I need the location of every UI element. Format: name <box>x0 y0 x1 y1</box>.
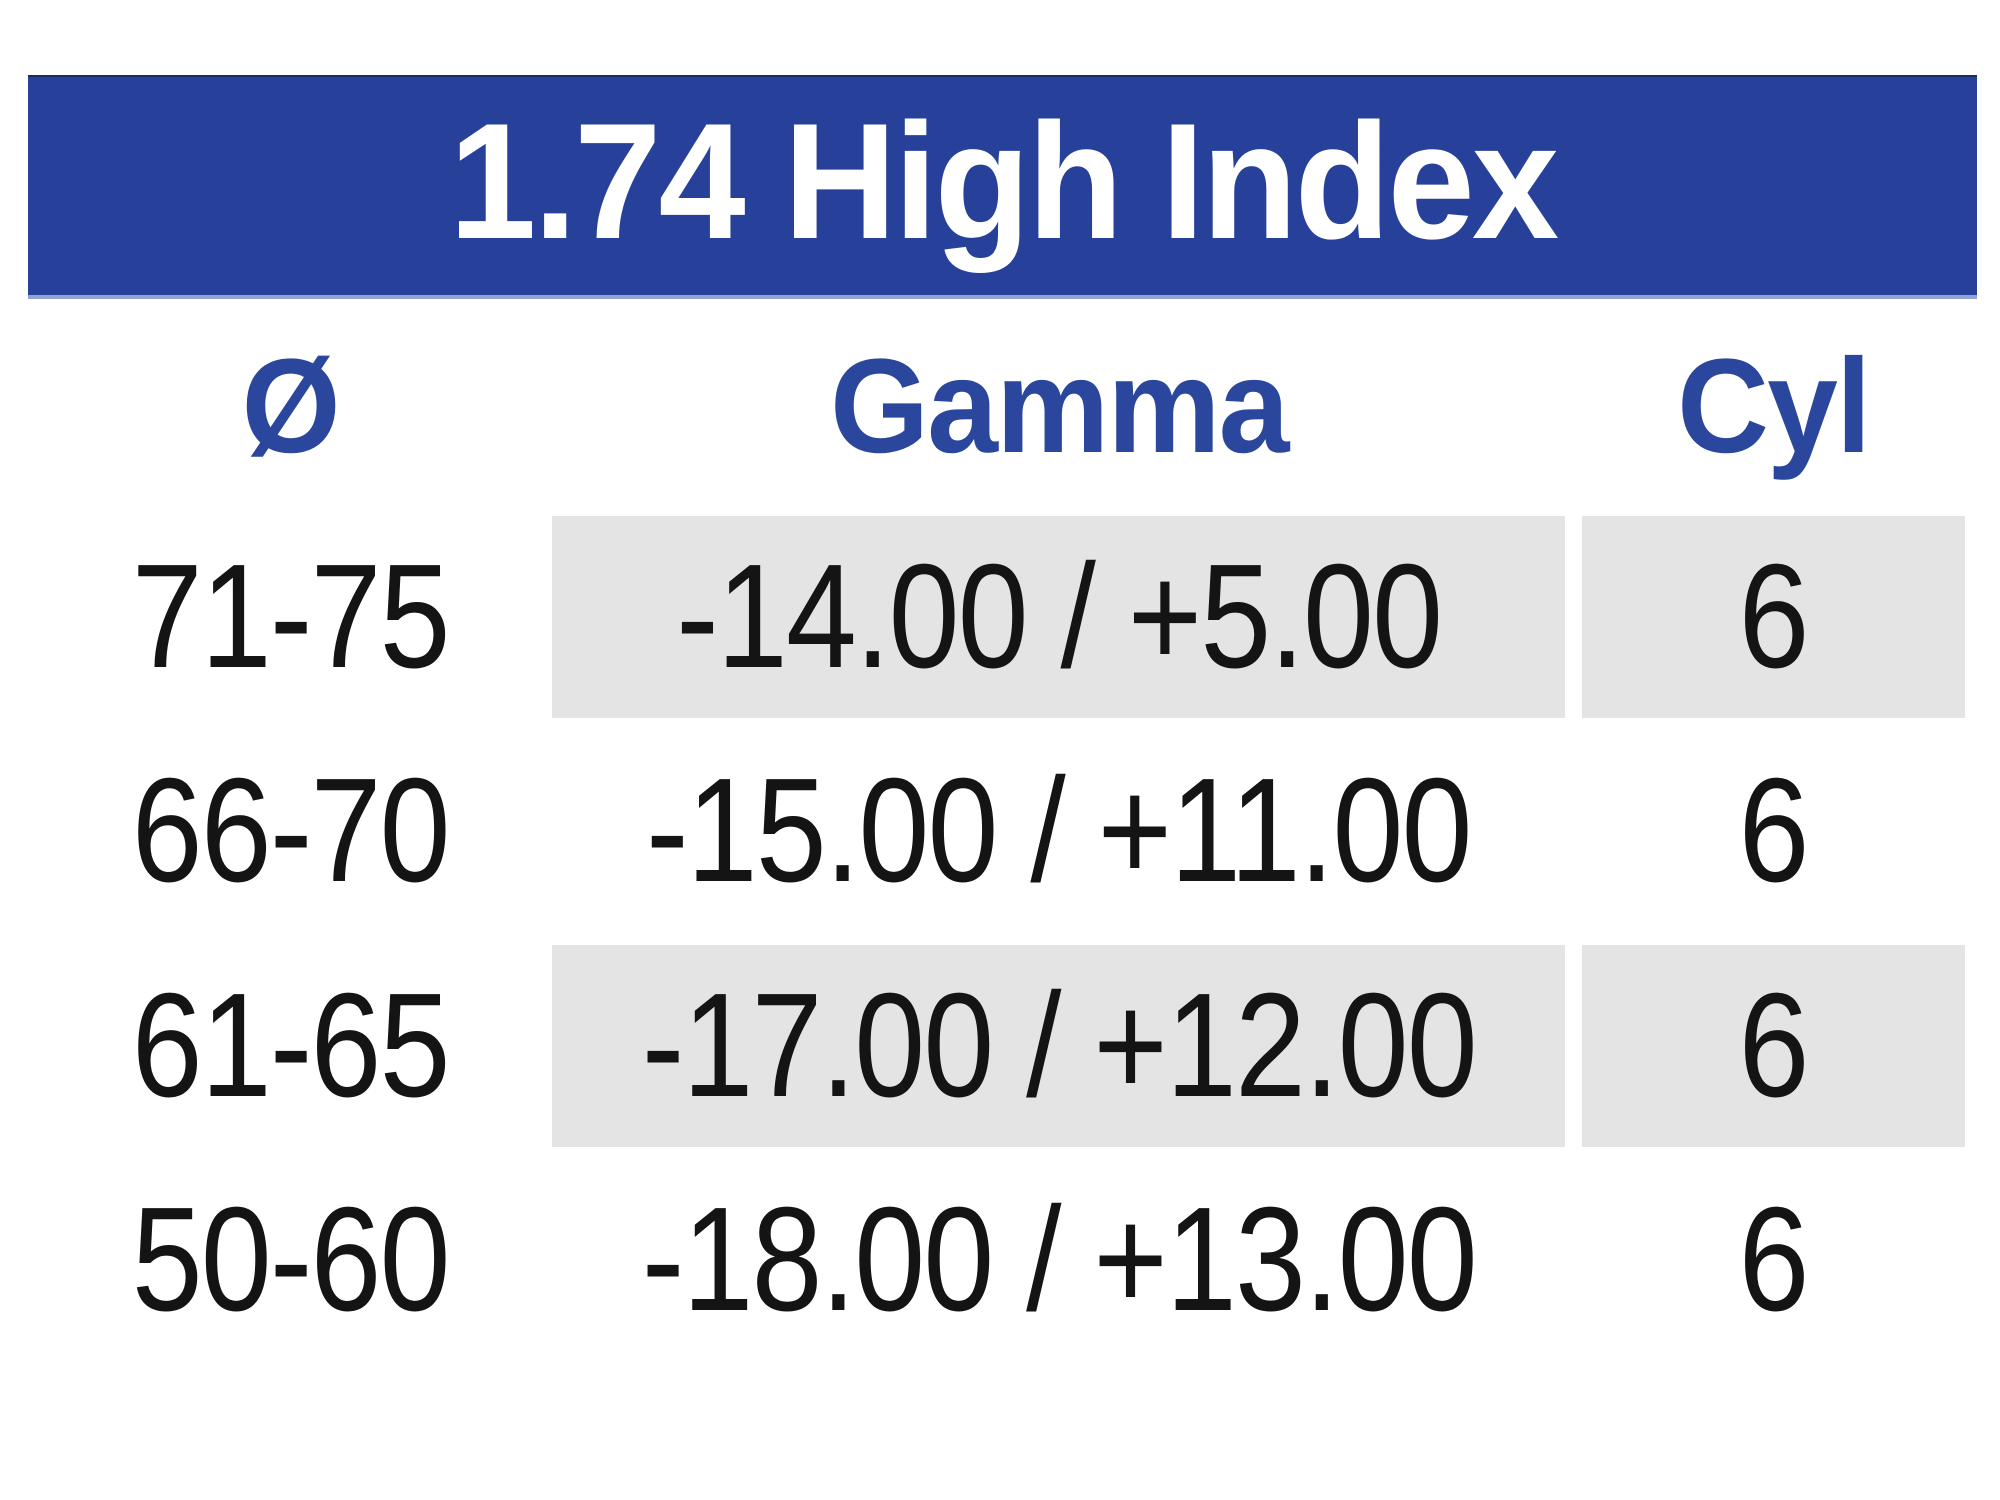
column-header-cyl: Cyl <box>1582 340 1965 474</box>
column-header-diameter: Ø <box>28 340 552 474</box>
diameter-value: 50-60 <box>131 1177 451 1342</box>
column-header-row: Ø Gamma Cyl <box>28 297 1977 517</box>
table-row: 71-75 -14.00 / +5.00 6 <box>28 516 1977 718</box>
diameter-value: 66-70 <box>131 748 451 913</box>
column-header-gamma: Gamma <box>552 340 1565 474</box>
cyl-cell: 6 <box>1582 1186 1965 1334</box>
cyl-cell: 6 <box>1582 945 1965 1147</box>
gamma-cell: -18.00 / +13.00 <box>552 1186 1565 1334</box>
diameter-cell: 61-65 <box>28 972 552 1120</box>
table-title: 1.74 High Index <box>448 88 1559 273</box>
gamma-value: -14.00 / +5.00 <box>676 534 1443 699</box>
diameter-symbol: Ø <box>241 332 340 481</box>
table-row: 66-70 -15.00 / +11.00 6 <box>28 730 1977 932</box>
gamma-cell: -17.00 / +12.00 <box>552 945 1565 1147</box>
table-title-band: 1.74 High Index <box>28 75 1977 299</box>
cyl-value: 6 <box>1738 1177 1810 1342</box>
diameter-value: 71-75 <box>131 534 451 699</box>
cyl-cell: 6 <box>1582 516 1965 718</box>
diameter-value: 61-65 <box>131 963 451 1128</box>
gamma-value: -18.00 / +13.00 <box>641 1177 1477 1342</box>
diameter-cell: 50-60 <box>28 1186 552 1334</box>
gamma-cell: -14.00 / +5.00 <box>552 516 1565 718</box>
gamma-value: -17.00 / +12.00 <box>641 963 1477 1128</box>
diameter-cell: 71-75 <box>28 543 552 691</box>
diameter-cell: 66-70 <box>28 757 552 905</box>
gamma-value: -15.00 / +11.00 <box>646 748 1472 913</box>
cyl-value: 6 <box>1738 534 1810 699</box>
column-header-gamma-label: Gamma <box>829 332 1289 481</box>
table-row: 50-60 -18.00 / +13.00 6 <box>28 1159 1977 1361</box>
cyl-value: 6 <box>1738 963 1810 1128</box>
table-row: 61-65 -17.00 / +12.00 6 <box>28 945 1977 1147</box>
cyl-cell: 6 <box>1582 757 1965 905</box>
column-header-cyl-label: Cyl <box>1677 332 1871 481</box>
cyl-value: 6 <box>1738 748 1810 913</box>
gamma-cell: -15.00 / +11.00 <box>552 757 1565 905</box>
